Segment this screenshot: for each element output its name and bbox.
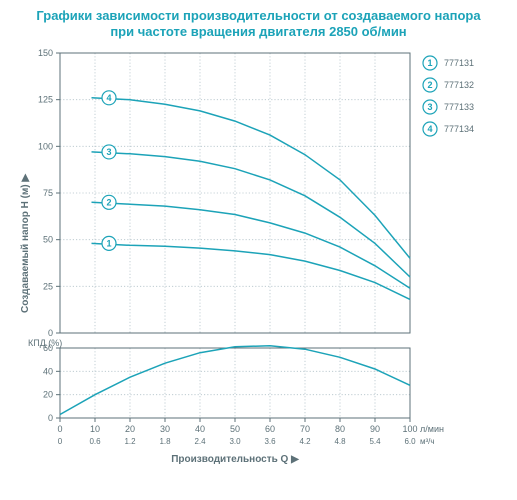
curve-marker-label-4: 4 bbox=[106, 92, 111, 102]
xtick-lpm: 40 bbox=[195, 424, 205, 434]
legend-num-2: 2 bbox=[427, 80, 432, 90]
legend-label-3: 777133 bbox=[444, 102, 474, 112]
chart-container: 0255075100125150Создаваемый напор Н (м) … bbox=[10, 43, 507, 483]
legend-label-2: 777132 bbox=[444, 80, 474, 90]
xtick-m3h: 0 bbox=[58, 437, 63, 446]
xtick-lpm: 90 bbox=[370, 424, 380, 434]
unit-lpm: л/мин bbox=[420, 424, 444, 434]
xtick-lpm: 60 bbox=[265, 424, 275, 434]
y-axis-title: Создаваемый напор Н (м) ▶ bbox=[20, 172, 31, 312]
xtick-lpm: 70 bbox=[300, 424, 310, 434]
chart-title: Графики зависимости производительности о… bbox=[0, 0, 517, 43]
ytick-label: 150 bbox=[38, 48, 53, 58]
xtick-m3h: 2.4 bbox=[194, 437, 206, 446]
ytick-label: 125 bbox=[38, 94, 53, 104]
xtick-m3h: 1.8 bbox=[159, 437, 171, 446]
curve-marker-label-1: 1 bbox=[106, 238, 111, 248]
chart-svg: 0255075100125150Создаваемый напор Н (м) … bbox=[10, 43, 507, 483]
unit-m3h: м³/ч bbox=[420, 437, 435, 446]
xtick-m3h: 6.0 bbox=[404, 437, 416, 446]
ytick-label: 25 bbox=[43, 281, 53, 291]
ytick-label: 75 bbox=[43, 188, 53, 198]
xtick-m3h: 4.8 bbox=[334, 437, 346, 446]
kpd-ytick-label: 0 bbox=[48, 413, 53, 423]
xtick-m3h: 1.2 bbox=[124, 437, 136, 446]
xtick-lpm: 20 bbox=[125, 424, 135, 434]
xtick-m3h: 3.0 bbox=[229, 437, 241, 446]
ytick-label: 0 bbox=[48, 328, 53, 338]
curve-1 bbox=[92, 243, 411, 299]
title-line-2: при частоте вращения двигателя 2850 об/м… bbox=[10, 24, 507, 40]
legend-num-4: 4 bbox=[427, 124, 432, 134]
kpd-label: КПД (%) bbox=[28, 338, 62, 348]
xtick-m3h: 0.6 bbox=[89, 437, 101, 446]
curve-marker-label-3: 3 bbox=[106, 146, 111, 156]
x-axis-title: Производительность Q ▶ bbox=[171, 454, 300, 465]
ytick-label: 100 bbox=[38, 141, 53, 151]
xtick-m3h: 5.4 bbox=[369, 437, 381, 446]
ytick-label: 50 bbox=[43, 234, 53, 244]
legend-label-4: 777134 bbox=[444, 124, 474, 134]
legend-num-3: 3 bbox=[427, 102, 432, 112]
xtick-m3h: 3.6 bbox=[264, 437, 276, 446]
xtick-m3h: 4.2 bbox=[299, 437, 311, 446]
kpd-ytick-label: 20 bbox=[43, 389, 53, 399]
curve-marker-label-2: 2 bbox=[106, 197, 111, 207]
xtick-lpm: 0 bbox=[57, 424, 62, 434]
legend-num-1: 1 bbox=[427, 58, 432, 68]
xtick-lpm: 10 bbox=[90, 424, 100, 434]
xtick-lpm: 30 bbox=[160, 424, 170, 434]
legend-label-1: 777131 bbox=[444, 58, 474, 68]
xtick-lpm: 100 bbox=[402, 424, 417, 434]
xtick-lpm: 80 bbox=[335, 424, 345, 434]
xtick-lpm: 50 bbox=[230, 424, 240, 434]
title-line-1: Графики зависимости производительности о… bbox=[10, 8, 507, 24]
kpd-ytick-label: 40 bbox=[43, 366, 53, 376]
